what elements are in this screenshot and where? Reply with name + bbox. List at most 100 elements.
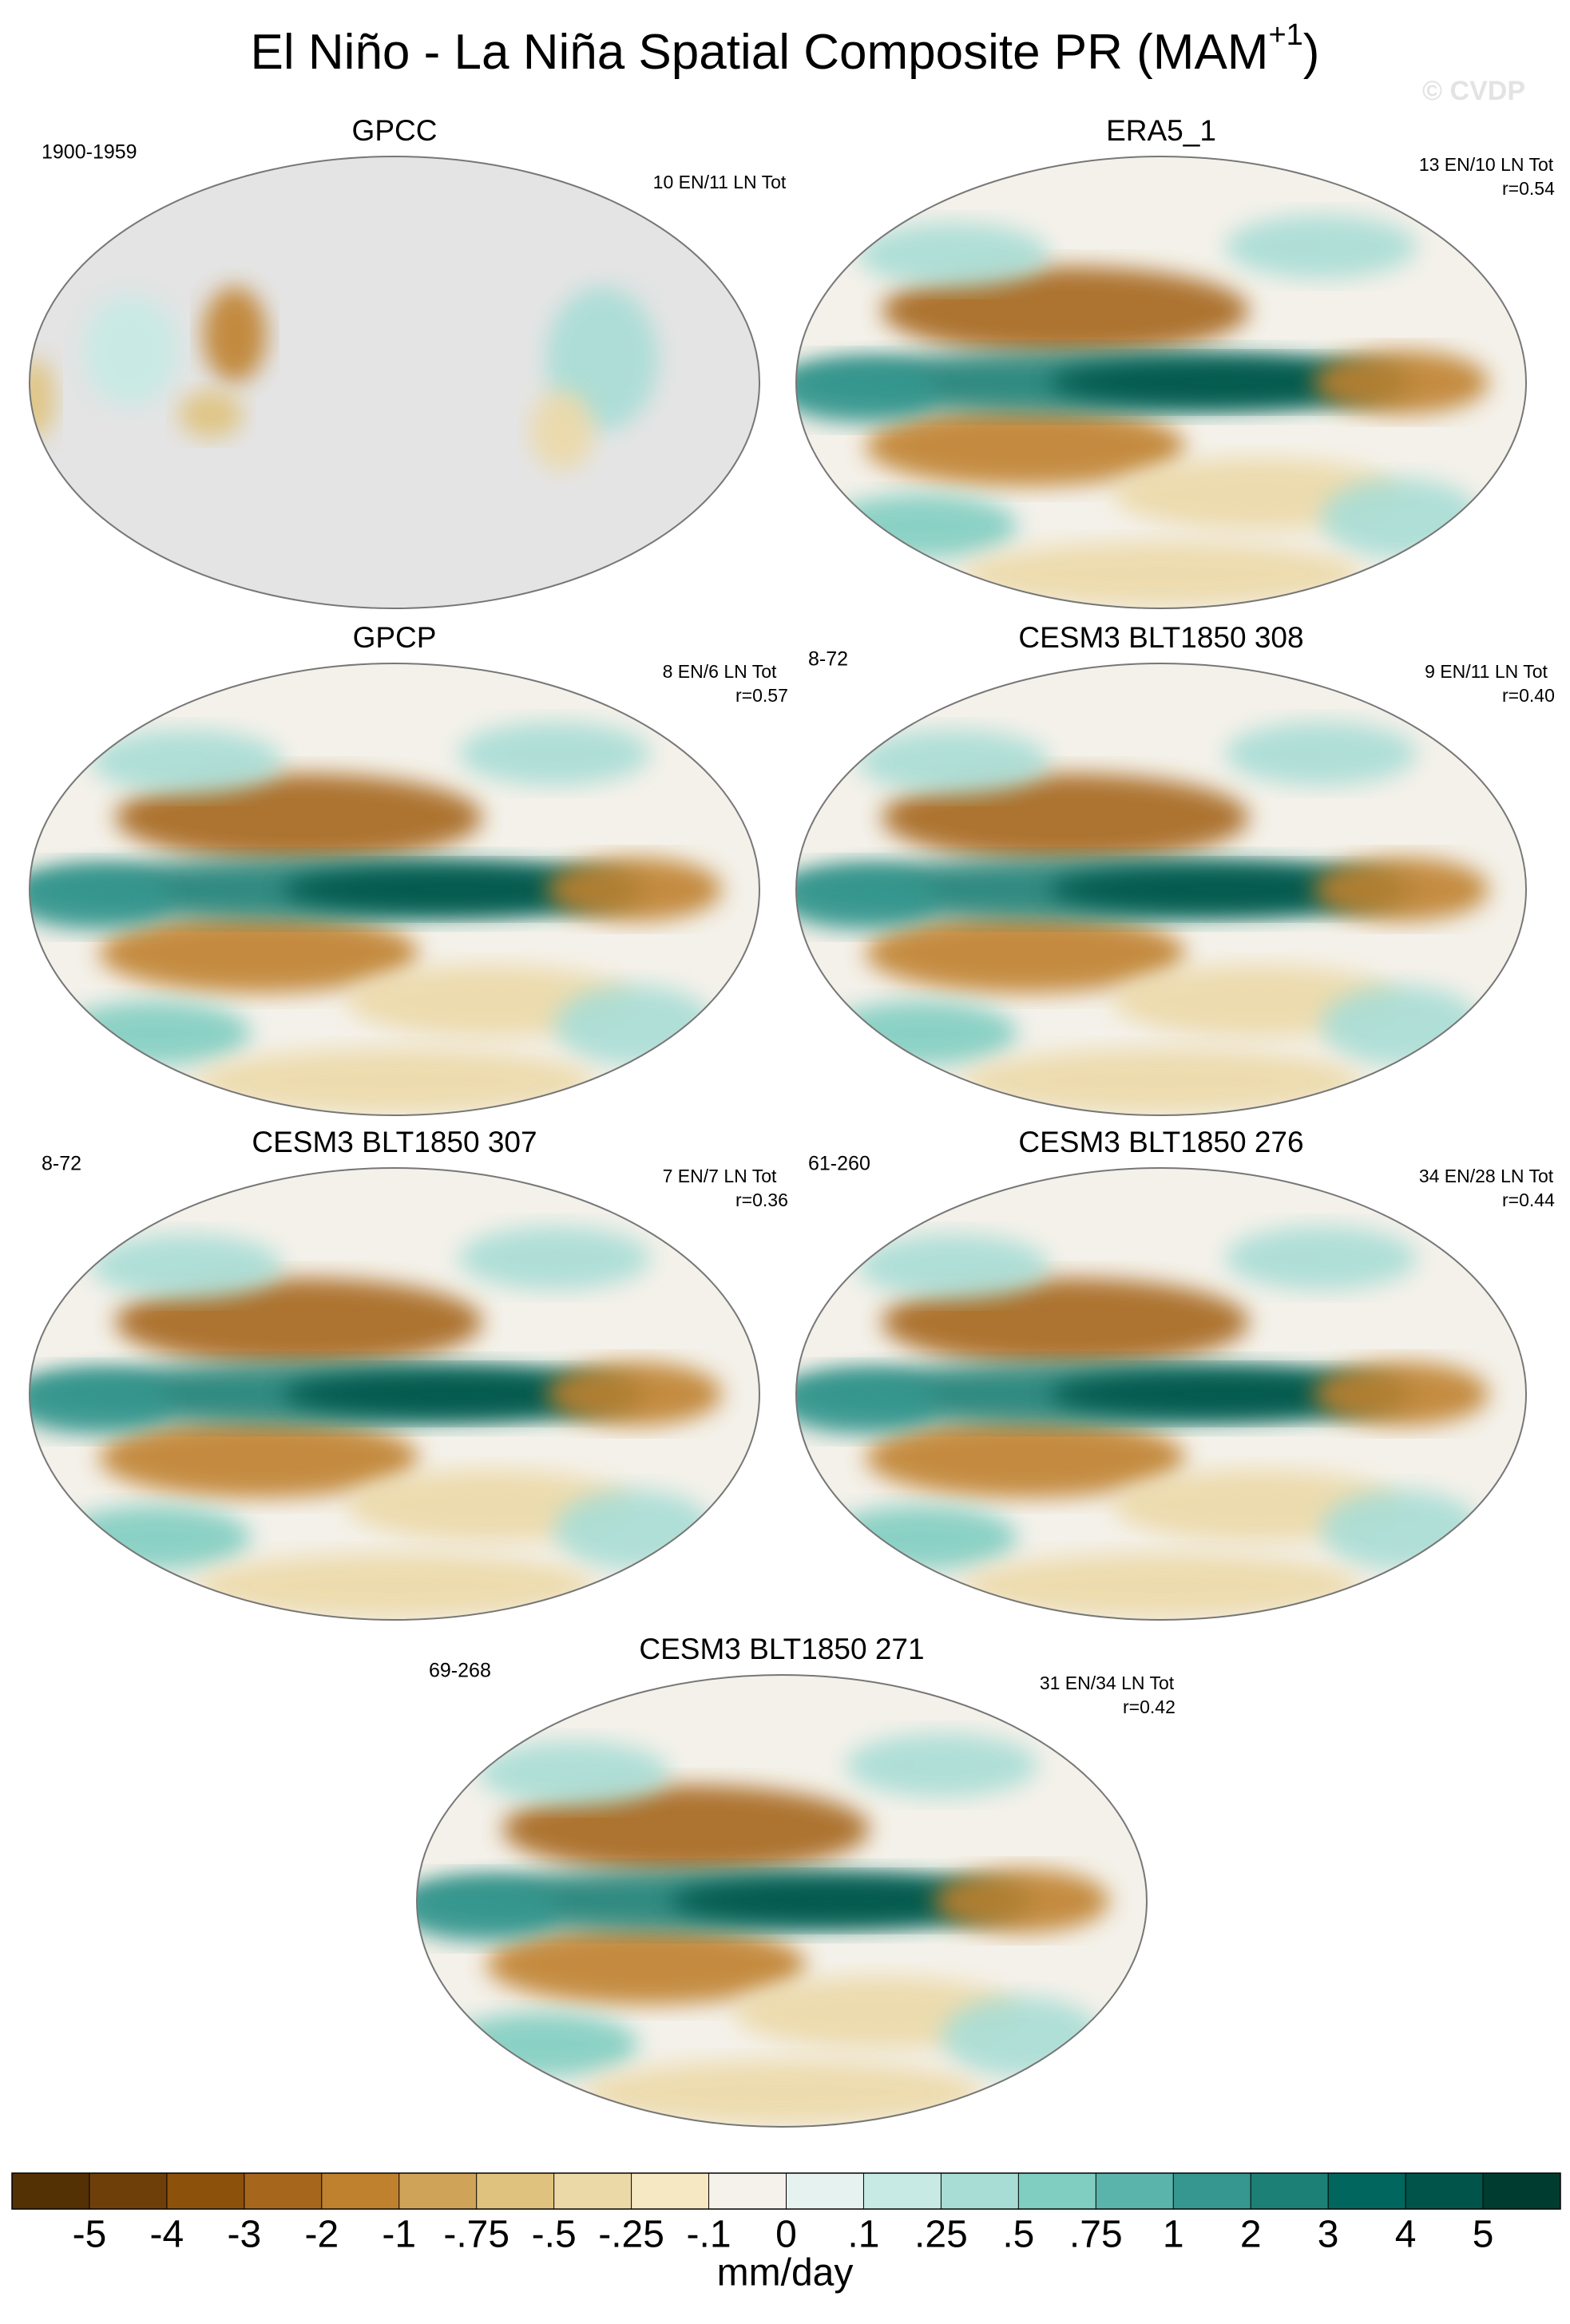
- panel-title: GPCP: [353, 621, 437, 654]
- composite-label: r=0.54: [1502, 178, 1555, 199]
- precip-pattern: [546, 857, 722, 921]
- precip-pattern: [1049, 1370, 1401, 1418]
- precip-pattern: [554, 1490, 714, 1570]
- precip-pattern: [446, 2013, 638, 2077]
- precip-pattern: [858, 223, 1049, 287]
- precip-pattern: [942, 1997, 1101, 2077]
- map: [417, 1675, 1147, 2127]
- colorbar-bin: [941, 2173, 1019, 2209]
- colorbar-label: .75: [1069, 2214, 1123, 2256]
- colorbar-label: -.5: [532, 2214, 577, 2256]
- colorbar-label: 4: [1395, 2214, 1417, 2256]
- precip-pattern: [961, 1554, 1361, 1617]
- map: [796, 156, 1526, 608]
- precip-pattern: [554, 985, 714, 1065]
- map-outline: [795, 663, 1527, 1116]
- colorbar-label: -.1: [687, 2214, 731, 2256]
- precip-pattern: [866, 1418, 1185, 1498]
- precip-pattern: [203, 287, 267, 382]
- precip-pattern: [458, 1226, 650, 1290]
- period-label: 69-268: [429, 1660, 491, 1682]
- precip-pattern: [486, 1925, 806, 2005]
- composite-label: 31 EN/34 LN Tot: [1040, 1673, 1175, 1693]
- map: [796, 1168, 1526, 1620]
- precip-pattern: [530, 390, 594, 470]
- composite-label: 9 EN/11 LN Tot: [1425, 661, 1548, 682]
- precip-pattern: [283, 1370, 634, 1418]
- colorbar-label: -5: [73, 2214, 107, 2256]
- precip-pattern: [59, 1506, 251, 1570]
- map-outline: [416, 1674, 1148, 2128]
- panel-title: GPCC: [352, 114, 438, 147]
- colorbar-label: -1: [382, 2214, 416, 2256]
- panel-title: CESM3 BLT1850 271: [639, 1633, 924, 1665]
- composite-label: 8 EN/6 LN Tot: [663, 661, 777, 682]
- panel-title: CESM3 BLT1850 276: [1018, 1126, 1303, 1158]
- colorbar-label: .5: [1002, 2214, 1034, 2256]
- colorbar-bin: [476, 2173, 555, 2209]
- precip-pattern: [826, 494, 1017, 558]
- composite-label: r=0.40: [1502, 685, 1555, 706]
- colorbar-bin: [1096, 2173, 1174, 2209]
- watermark: © CVDP: [1422, 76, 1525, 106]
- map: [30, 156, 759, 608]
- colorbar-bin: [1173, 2173, 1251, 2209]
- map-outline: [795, 1167, 1527, 1621]
- colorbar-label: .25: [914, 2214, 968, 2256]
- colorbar-bin: [166, 2173, 245, 2209]
- panel-title: CESM3 BLT1850 308: [1018, 621, 1303, 654]
- precip-pattern: [882, 774, 1249, 861]
- colorbar-label: 5: [1473, 2214, 1494, 2256]
- precip-pattern: [283, 865, 634, 913]
- colorbar-bin: [1483, 2173, 1561, 2209]
- precip-pattern: [30, 358, 55, 438]
- colorbar-bin: [1251, 2173, 1329, 2209]
- precip-pattern: [458, 722, 650, 786]
- colorbar-label: -.25: [598, 2214, 664, 2256]
- precip-pattern: [30, 865, 171, 929]
- precip-pattern: [1225, 215, 1417, 279]
- precip-pattern: [1225, 1226, 1417, 1290]
- precip-pattern: [417, 1877, 558, 1941]
- precip-pattern: [1313, 1362, 1489, 1426]
- colorbar-bin: [786, 2173, 864, 2209]
- precip-pattern: [882, 1278, 1249, 1366]
- map-outline: [29, 663, 760, 1116]
- composite-label: r=0.36: [735, 1190, 788, 1210]
- colorbar-bin: [321, 2173, 400, 2209]
- map: [30, 1168, 759, 1620]
- precip-pattern: [30, 1370, 171, 1434]
- composite-label: r=0.44: [1502, 1190, 1555, 1210]
- colorbar-bin: [244, 2173, 323, 2209]
- period-label: 8-72: [808, 648, 848, 671]
- precip-pattern: [91, 1234, 283, 1298]
- colorbar-label: -3: [228, 2214, 262, 2256]
- precip-pattern: [796, 865, 938, 929]
- precip-pattern: [866, 913, 1185, 993]
- precip-pattern: [961, 542, 1361, 606]
- colorbar-bin: [398, 2173, 478, 2209]
- precip-pattern: [502, 1785, 870, 1873]
- period-label: 8-72: [42, 1153, 81, 1175]
- composite-label: 7 EN/7 LN Tot: [663, 1166, 777, 1186]
- precip-pattern: [195, 1554, 594, 1617]
- precip-pattern: [179, 390, 243, 438]
- precip-pattern: [478, 1741, 670, 1805]
- composite-label: r=0.57: [735, 685, 788, 706]
- precip-pattern: [99, 913, 418, 993]
- precip-pattern: [1049, 865, 1401, 913]
- precip-pattern: [882, 267, 1249, 354]
- precip-pattern: [83, 295, 179, 406]
- precip-pattern: [796, 1370, 938, 1434]
- figure-title: El Niño - La Niña Spatial Composite PR (…: [251, 18, 1320, 80]
- precip-pattern: [115, 774, 482, 861]
- colorbar-bin: [863, 2173, 942, 2209]
- precip-pattern: [1321, 478, 1481, 558]
- colorbar-label: -2: [304, 2214, 339, 2256]
- colorbar-bin: [12, 2173, 90, 2209]
- precip-pattern: [1313, 857, 1489, 921]
- colorbar-unit: mm/day: [717, 2252, 854, 2294]
- period-label: 61-260: [808, 1153, 870, 1175]
- colorbar-bin: [553, 2173, 632, 2209]
- colorbar-bin: [1018, 2173, 1096, 2209]
